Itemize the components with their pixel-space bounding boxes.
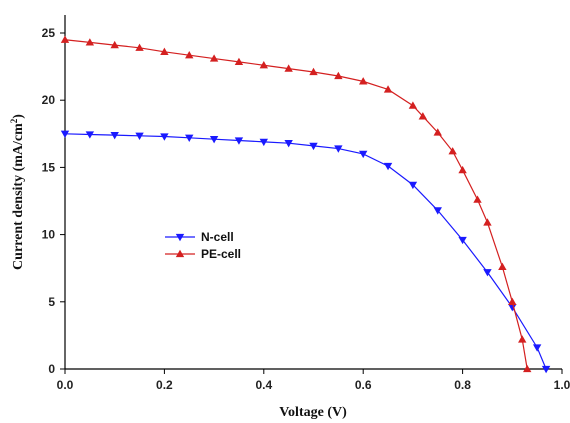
data-point-n-cell	[309, 142, 318, 151]
data-point-pe-cell	[85, 38, 95, 46]
data-point-n-cell	[259, 138, 268, 147]
series-line-n-cell	[64, 133, 547, 370]
data-point-pe-cell	[110, 40, 119, 49]
data-point-pe-cell	[523, 364, 532, 373]
series-line-pe-cell	[64, 39, 528, 370]
data-point-pe-cell	[334, 71, 343, 80]
x-tick-label: 1.0	[554, 378, 570, 392]
y-axis-title-close: )	[11, 114, 26, 119]
data-point-n-cell	[541, 365, 551, 374]
y-tick-label: 0	[48, 362, 55, 376]
x-tick-label: 0.0	[57, 378, 74, 392]
data-point-pe-cell	[234, 57, 244, 66]
data-point-n-cell	[135, 132, 144, 141]
data-point-n-cell	[408, 181, 418, 190]
data-point-pe-cell	[60, 35, 70, 43]
legend-label-pe-cell: PE-cell	[201, 247, 241, 261]
y-tick-label: 25	[42, 26, 56, 40]
data-point-pe-cell	[498, 262, 507, 271]
data-point-n-cell	[110, 131, 119, 140]
data-point-pe-cell	[418, 112, 428, 120]
data-point-n-cell	[359, 150, 368, 159]
x-tick-label: 0.2	[156, 378, 173, 392]
data-point-pe-cell	[309, 67, 318, 76]
data-point-n-cell	[483, 269, 492, 277]
y-tick-label: 10	[42, 228, 56, 242]
data-point-pe-cell	[483, 218, 492, 226]
data-point-n-cell	[383, 162, 393, 171]
data-point-n-cell	[508, 304, 517, 312]
data-point-pe-cell	[383, 85, 393, 93]
data-point-n-cell	[209, 136, 219, 144]
x-ticks: 0.0 0.2 0.4 0.6 0.8 1.0	[57, 369, 570, 392]
y-axis-title: Current density (mA/cm2)	[9, 114, 26, 270]
data-point-pe-cell	[473, 195, 482, 203]
data-point-n-cell	[160, 133, 169, 141]
x-tick-label: 0.8	[454, 378, 471, 392]
legend: N-cell PE-cell	[165, 230, 241, 261]
data-point-pe-cell	[135, 43, 144, 51]
y-axis-title-main: Current density (mA/cm	[11, 123, 26, 270]
data-point-n-cell	[284, 140, 293, 148]
data-point-pe-cell	[359, 77, 368, 85]
data-point-pe-cell	[408, 101, 418, 109]
x-axis-title: Voltage (V)	[279, 405, 347, 420]
data-point-n-cell	[458, 236, 467, 245]
data-point-pe-cell	[160, 47, 169, 55]
data-point-n-cell	[60, 130, 70, 138]
data-point-n-cell	[532, 344, 542, 352]
data-point-n-cell	[334, 145, 343, 153]
data-point-pe-cell	[284, 64, 293, 72]
data-point-pe-cell	[458, 165, 467, 174]
y-tick-label: 20	[42, 93, 56, 107]
data-point-pe-cell	[433, 128, 442, 136]
data-point-pe-cell	[185, 50, 194, 59]
data-point-pe-cell	[518, 335, 527, 343]
data-point-pe-cell	[448, 147, 457, 155]
y-tick-label: 15	[42, 160, 56, 174]
y-axis-title-sup: 2	[9, 118, 19, 123]
legend-marker-n-cell	[175, 233, 185, 242]
series-layer	[60, 35, 551, 374]
plot-area	[64, 15, 562, 370]
legend-marker-pe-cell	[175, 249, 185, 258]
data-point-n-cell	[234, 137, 244, 145]
data-point-pe-cell	[259, 61, 268, 69]
y-tick-label: 5	[48, 295, 55, 309]
data-point-n-cell	[85, 131, 95, 139]
data-point-n-cell	[185, 134, 194, 143]
data-point-n-cell	[433, 207, 442, 215]
x-tick-label: 0.4	[255, 378, 272, 392]
legend-label-n-cell: N-cell	[201, 230, 234, 244]
y-ticks: 0 5 10 15 20 25	[42, 26, 65, 376]
x-tick-label: 0.6	[355, 378, 372, 392]
data-point-pe-cell	[209, 54, 219, 62]
data-point-pe-cell	[508, 297, 517, 305]
